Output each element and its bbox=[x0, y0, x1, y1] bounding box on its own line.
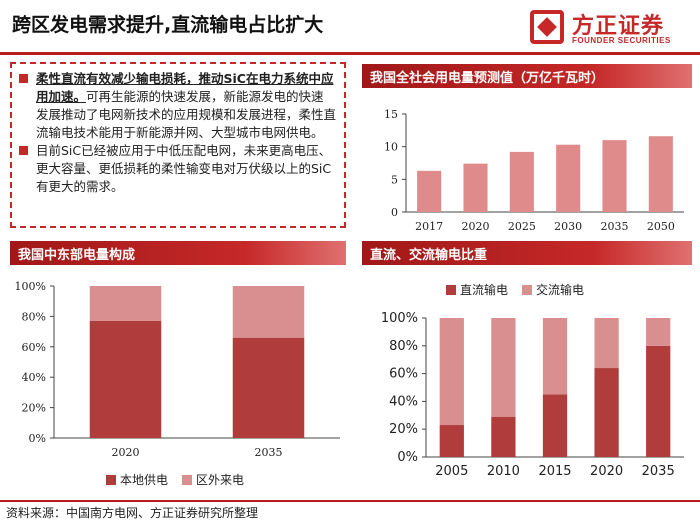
logo-en-text: FOUNDER SECURITIES bbox=[572, 36, 671, 45]
y-tick-label: 40% bbox=[22, 371, 46, 384]
source-note: 资料来源：中国南方电网、方正证券研究所整理 bbox=[6, 506, 259, 520]
bar-series-2 bbox=[439, 318, 464, 426]
y-tick-label: 20% bbox=[22, 402, 46, 415]
bar-series-1 bbox=[594, 368, 619, 457]
y-tick-label: 100% bbox=[15, 280, 46, 293]
bullet-1: 柔性直流有效减少输电损耗，推动SiC在电力系统中应用加速。可再生能源的快速发展，… bbox=[19, 70, 337, 142]
y-tick-label: 0% bbox=[397, 450, 418, 465]
bar-series-1 bbox=[232, 337, 305, 438]
summary-textbox: 柔性直流有效减少输电损耗，推动SiC在电力系统中应用加速。可再生能源的快速发展，… bbox=[10, 62, 346, 228]
bar-series-1 bbox=[646, 345, 671, 457]
bar-series-1 bbox=[491, 416, 516, 457]
bullet-1-bold: 柔性直流有效减少输电损耗，推动SiC在电力系统中应用加速。 bbox=[36, 71, 334, 104]
bullet-square-icon bbox=[19, 146, 28, 155]
bar-series-2 bbox=[89, 286, 162, 321]
footer-divider bbox=[0, 500, 700, 502]
x-tick-label: 2020 bbox=[590, 464, 623, 479]
bar-series-1 bbox=[542, 394, 568, 457]
legend-swatch bbox=[106, 475, 116, 485]
y-tick-label: 0 bbox=[391, 206, 398, 219]
bar-series-2 bbox=[542, 318, 568, 395]
y-tick-label: 10 bbox=[384, 141, 398, 154]
chart1-title: 我国全社会用电量预测值（万亿千瓦时） bbox=[362, 64, 692, 88]
bar bbox=[417, 170, 442, 212]
y-tick-label: 80% bbox=[22, 310, 46, 323]
bar bbox=[648, 136, 673, 212]
x-tick-label: 2025 bbox=[508, 220, 536, 233]
x-tick-label: 2035 bbox=[601, 220, 629, 233]
bar bbox=[463, 163, 488, 212]
x-tick-label: 2017 bbox=[415, 220, 443, 233]
bar-series-1 bbox=[89, 320, 162, 438]
x-tick-label: 2030 bbox=[554, 220, 582, 233]
y-tick-label: 100% bbox=[381, 311, 418, 326]
header-divider bbox=[0, 52, 700, 55]
legend-swatch bbox=[182, 475, 192, 485]
y-tick-label: 80% bbox=[389, 339, 418, 354]
legend-label: 区外来电 bbox=[196, 473, 244, 487]
x-tick-label: 2035 bbox=[255, 446, 283, 459]
x-tick-label: 2010 bbox=[487, 464, 520, 479]
bar-series-2 bbox=[594, 318, 619, 369]
chart2-title: 我国中东部电量构成 bbox=[10, 241, 346, 265]
bullet-2: 目前SiC已经被应用于中低压配电网，未来更高电压、更大容量、更低损耗的柔性输变电… bbox=[19, 142, 336, 196]
x-tick-label: 2005 bbox=[435, 464, 468, 479]
y-tick-label: 20% bbox=[389, 422, 418, 437]
legend-swatch bbox=[522, 285, 532, 295]
y-tick-label: 5 bbox=[391, 173, 398, 186]
chart3-title: 直流、交流输电比重 bbox=[362, 241, 692, 265]
logo-cn-text: 方正证券 bbox=[572, 14, 665, 39]
y-tick-label: 15 bbox=[384, 108, 398, 121]
x-tick-label: 2020 bbox=[462, 220, 490, 233]
x-tick-label: 2035 bbox=[642, 464, 675, 479]
founder-logo-icon bbox=[530, 10, 564, 44]
legend-label: 直流输电 bbox=[460, 282, 508, 297]
legend-label: 交流输电 bbox=[536, 282, 584, 297]
x-tick-label: 2020 bbox=[112, 446, 140, 459]
chart-dc-ac-share: 0% 20% 40% 60% 80% 100% 2005 2010 2015 2020 2035 直流… bbox=[381, 282, 684, 479]
x-tick-label: 2015 bbox=[538, 464, 571, 479]
bar bbox=[602, 140, 627, 212]
bar-series-2 bbox=[232, 286, 305, 338]
legend-label: 本地供电 bbox=[120, 473, 168, 487]
y-tick-label: 60% bbox=[22, 341, 46, 354]
y-tick-label: 0% bbox=[29, 432, 46, 445]
legend-swatch bbox=[446, 285, 456, 295]
bar bbox=[556, 144, 581, 212]
bar bbox=[509, 151, 534, 212]
bar-series-2 bbox=[646, 318, 671, 346]
bullet-2-text: 目前SiC已经被应用于中低压配电网，未来更高电压、更大容量、更低损耗的柔性输变电… bbox=[36, 143, 332, 194]
page-title: 跨区发电需求提升,直流输电占比扩大 bbox=[12, 14, 324, 36]
x-tick-label: 2050 bbox=[647, 220, 675, 233]
y-tick-label: 60% bbox=[389, 367, 418, 382]
bullet-1-text: 可再生能源的快速发展，新能源发电的快速发展推动了电网新技术的应用规模和发展进程，… bbox=[36, 89, 337, 140]
founder-logo: 方正证券 FOUNDER SECURITIES bbox=[530, 6, 680, 50]
bar-series-1 bbox=[439, 425, 464, 457]
bullet-square-icon bbox=[19, 74, 28, 83]
chart-electricity-forecast: 0 5 10 15 2017 2020 2025 2030 2035 2050 bbox=[384, 108, 684, 233]
chart-central-east-composition: 0% 20% 40% 60% 80% 100% 2020 2035 本地供电 区外来电 bbox=[15, 280, 340, 487]
bar-series-2 bbox=[491, 318, 516, 417]
y-tick-label: 40% bbox=[389, 394, 418, 409]
